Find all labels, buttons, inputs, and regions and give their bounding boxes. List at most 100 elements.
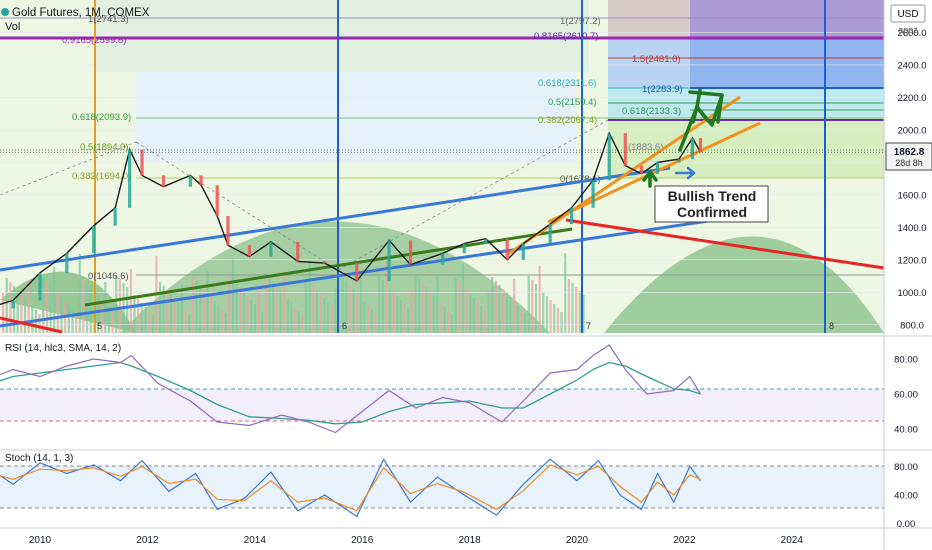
volume-bar [545, 296, 549, 333]
volume-bar [2, 293, 5, 333]
volume-bar [224, 313, 227, 333]
price-candle [521, 243, 525, 260]
projection-arrows [642, 88, 724, 188]
volume-bar [542, 292, 545, 333]
arrow-right-head [686, 166, 696, 180]
cycle-label-7: 7 [586, 321, 591, 331]
volume-bar [279, 291, 282, 333]
volume-bar [53, 267, 56, 333]
volume-bar [472, 298, 476, 333]
volume-bar [49, 285, 52, 333]
time-tick-label: 2022 [673, 535, 696, 546]
volume-bar [494, 281, 497, 333]
price-candle [387, 240, 391, 281]
volume-bar [370, 309, 373, 333]
price-candle [505, 238, 509, 260]
volume-bar [359, 275, 362, 333]
trendline-blue-upper [0, 166, 671, 272]
price-candle [408, 240, 413, 265]
fib-zone-blue-2 [690, 40, 884, 88]
volume-bar [257, 286, 260, 333]
volume-bar [367, 305, 370, 333]
volume-bar [191, 277, 194, 333]
volume-bar [45, 281, 48, 333]
fib-label-f3: 0.618(2093.9) [72, 112, 131, 123]
price-candle [355, 263, 359, 281]
fib-label-g8: 0.382(2067.4) [538, 115, 597, 126]
volume-bar [235, 284, 238, 333]
price-candle [591, 180, 595, 208]
volume-bar [297, 311, 300, 333]
channel-orange-upper [507, 95, 741, 256]
volume-bar [96, 296, 100, 333]
volume-bar [126, 287, 129, 333]
currency-button-frame[interactable] [890, 4, 926, 23]
price-candle [441, 253, 445, 265]
volume-bar [169, 294, 173, 333]
price-candle [199, 175, 203, 186]
arrow-projection-branch [695, 88, 702, 109]
fib-label-f5: 0.382(1694.0) [72, 171, 131, 182]
arrow-up-head [642, 170, 658, 182]
volume-bar [323, 298, 326, 333]
volume-bar [301, 315, 304, 333]
volume-bar [502, 289, 505, 333]
callout-box: Bullish Trend Confirmed [654, 185, 769, 223]
volume-bar [476, 302, 479, 333]
price-candle [607, 133, 611, 181]
price-candle [623, 133, 627, 166]
price-candle [215, 185, 219, 216]
price-tick-label: 2000.0 [897, 125, 926, 136]
price-series [0, 131, 884, 309]
scale-mode-label[interactable]: apoz [898, 25, 918, 35]
volume-bar [85, 284, 89, 333]
volume-bar [461, 264, 465, 333]
rsi-series [0, 344, 702, 434]
fib-label-g9: (1883.6) [628, 142, 663, 153]
volume-bar [71, 309, 74, 333]
currency-label[interactable]: USD [897, 9, 918, 20]
volume-bar [166, 290, 169, 333]
volume-bar [465, 290, 468, 333]
volume-bar [82, 280, 85, 333]
rsi-tick-label: 80.00 [894, 355, 918, 366]
volume-bar [334, 288, 337, 333]
currency-button[interactable]: USD apoz [890, 4, 926, 35]
fib-diagonal-2 [135, 141, 339, 271]
volume-bar [217, 305, 220, 333]
channel-orange-lower [547, 121, 761, 224]
volume-bar [418, 279, 421, 333]
volume-bar [567, 279, 570, 333]
volume-bar [534, 284, 538, 333]
volume-bar [509, 297, 512, 333]
volume-bar [221, 309, 224, 333]
volume-bar [388, 288, 392, 333]
fib-label-g3: 1.5(2481.0) [632, 54, 681, 65]
price-candle [92, 225, 96, 254]
volume-bar [199, 285, 202, 333]
callout-line1: Bullish Trend [668, 188, 757, 204]
time-tick-label: 2020 [566, 535, 589, 546]
price-tick-label: 1600.0 [897, 190, 926, 201]
volume-bar [9, 282, 12, 333]
fib-label-g1: 1(2797.2) [560, 16, 601, 27]
price-candle [570, 207, 574, 225]
volume-bar [290, 303, 293, 333]
volume-bar [385, 262, 388, 333]
volume-bar [352, 289, 355, 333]
volume-bar [158, 282, 162, 333]
volume-bar [527, 276, 530, 333]
volume-bar [447, 311, 450, 333]
volume-bar [283, 273, 286, 333]
volume-bar [480, 306, 483, 333]
volume-bar [491, 277, 494, 333]
price-candle [548, 224, 552, 244]
price-candle [462, 243, 466, 254]
volume-bar [575, 287, 578, 333]
price-candle [161, 175, 166, 187]
volume-bar [275, 287, 278, 333]
stoch-tick-label: 80.00 [894, 462, 918, 473]
volume-bar [195, 281, 198, 333]
volume-bar [560, 312, 563, 333]
